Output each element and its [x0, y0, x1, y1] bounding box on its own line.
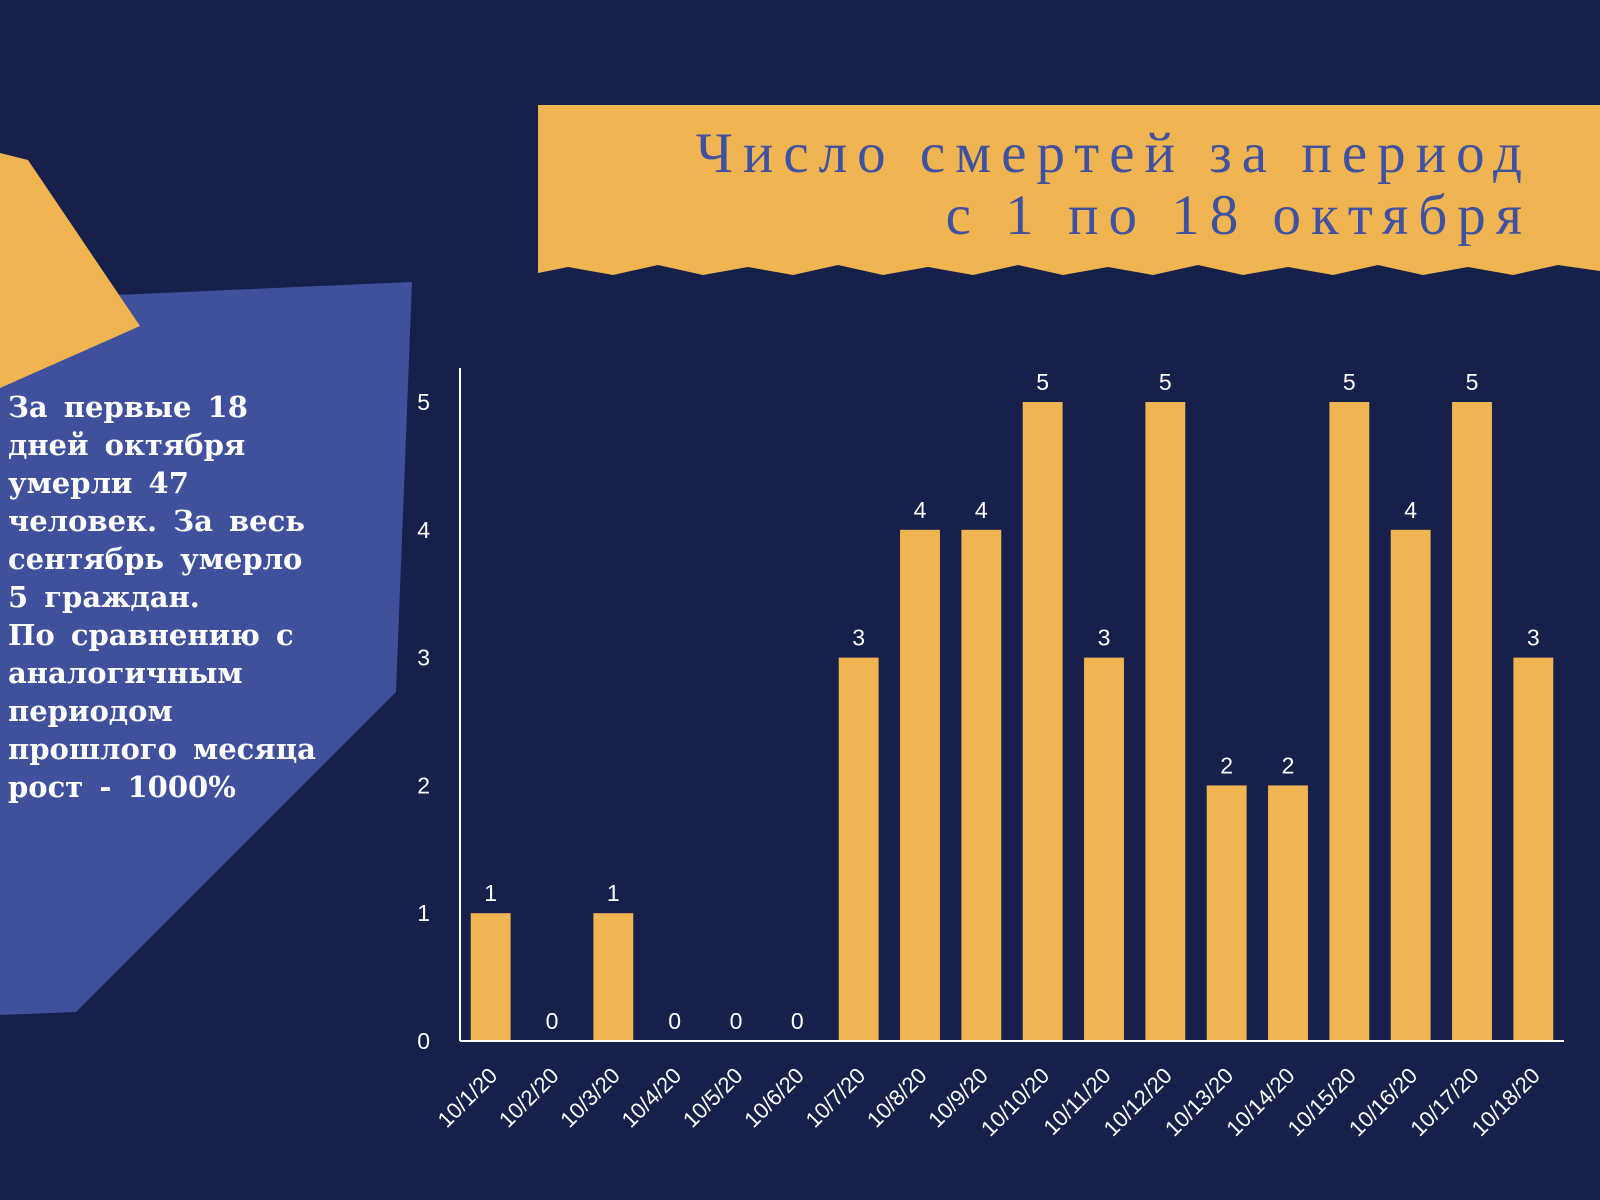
yellow-triangle-shape: [0, 153, 140, 388]
title-banner-shape: [538, 105, 1600, 275]
y-tick-label: 1: [417, 900, 430, 926]
data-label: 1: [607, 880, 620, 906]
data-labels: 1 0 1 0 0 0 3 4 4 5 3 5 2 2 5 4 5 3: [484, 369, 1539, 1034]
blue-panel-shape: [0, 282, 412, 1015]
bar: [1329, 402, 1370, 1041]
data-label: 5: [1159, 369, 1172, 395]
bar: [470, 913, 511, 1041]
bar: [1084, 657, 1124, 1041]
x-tick-label: 10/3/20: [555, 1063, 625, 1133]
bar: [1268, 785, 1308, 1041]
data-label: 0: [668, 1008, 681, 1034]
bar: [1452, 402, 1492, 1041]
chart-title: Число смертей за период с 1 по 18 октябр…: [696, 123, 1532, 247]
x-tick-label: 10/4/20: [617, 1063, 687, 1133]
x-axis-labels: 10/1/2010/2/2010/3/2010/4/2010/5/2010/6/…: [433, 1063, 1545, 1141]
data-label: 5: [1466, 369, 1479, 395]
y-tick-label: 4: [417, 517, 430, 543]
x-tick-label: 10/2/20: [494, 1063, 564, 1133]
data-label: 4: [1404, 497, 1417, 523]
summary-text: За первые 18 дней октября умерли 47 чело…: [8, 390, 316, 804]
y-tick-label: 2: [417, 772, 430, 798]
y-tick-label: 0: [417, 1028, 430, 1054]
y-tick-label: 5: [417, 389, 430, 415]
x-tick-label: 10/8/20: [862, 1063, 932, 1133]
data-label: 0: [730, 1008, 743, 1034]
y-tick-label: 3: [417, 645, 430, 671]
bar: [838, 657, 879, 1041]
bar: [961, 529, 1002, 1041]
data-label: 0: [791, 1008, 804, 1034]
data-label: 2: [1220, 752, 1233, 778]
x-tick-label: 10/5/20: [678, 1063, 748, 1133]
data-label: 3: [1098, 625, 1111, 651]
bar: [1390, 529, 1431, 1041]
bar: [593, 913, 634, 1041]
y-axis-ticks: 0 1 2 3 4 5: [417, 389, 430, 1054]
bars: [470, 402, 1554, 1041]
data-label: 3: [852, 625, 865, 651]
x-tick-label: 10/10/20: [976, 1063, 1054, 1141]
x-tick-label: 10/18/20: [1467, 1063, 1545, 1141]
data-label: 4: [914, 497, 927, 523]
chart-title-line-2: с 1 по 18 октября: [945, 184, 1532, 247]
data-label: 0: [546, 1008, 559, 1034]
data-label: 3: [1527, 625, 1540, 651]
data-label: 1: [484, 880, 497, 906]
data-label: 4: [975, 497, 988, 523]
x-tick-label: 10/6/20: [739, 1063, 809, 1133]
chart-title-line-1: Число смертей за период: [695, 122, 1532, 185]
bar: [900, 529, 940, 1041]
x-tick-label: 10/7/20: [801, 1063, 871, 1133]
bar: [1145, 402, 1186, 1041]
bar: [1513, 657, 1554, 1041]
data-label: 2: [1282, 752, 1295, 778]
bar: [1022, 402, 1063, 1041]
x-tick-label: 10/1/20: [433, 1063, 503, 1133]
title-banner: Число смертей за период с 1 по 18 октябр…: [538, 105, 1600, 275]
data-label: 5: [1036, 369, 1049, 395]
bar: [1206, 785, 1247, 1041]
data-label: 5: [1343, 369, 1356, 395]
